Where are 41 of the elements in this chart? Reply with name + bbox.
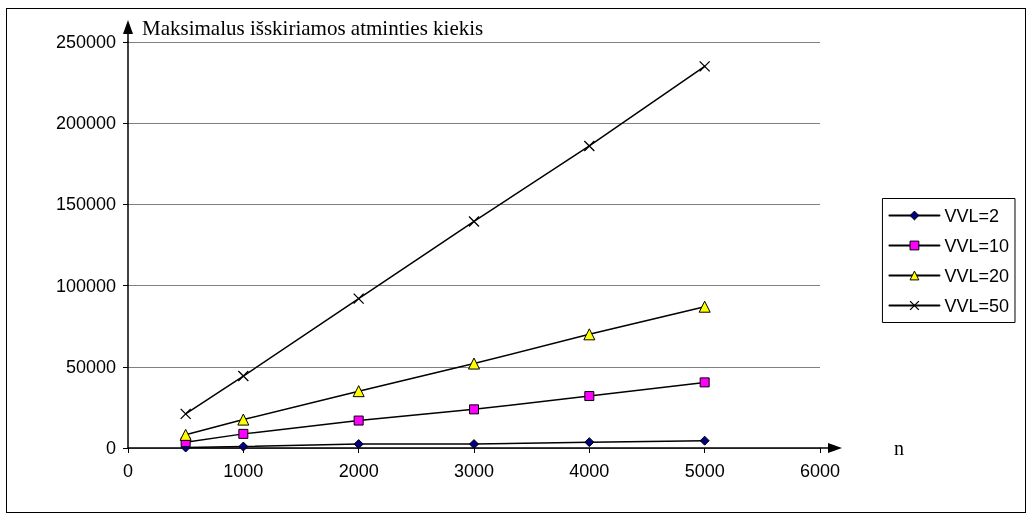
point <box>469 439 479 450</box>
point <box>699 435 710 446</box>
point <box>238 428 249 439</box>
legend-label: VVL=20 <box>944 265 1010 286</box>
legend-label: VVL=2 <box>944 205 999 226</box>
point <box>583 140 595 152</box>
point <box>699 60 711 73</box>
y-axis-title: Maksimalus išskiriamos atminties kiekis <box>142 15 484 40</box>
point <box>468 215 480 228</box>
x-tick-label: 6000 <box>799 461 841 481</box>
y-tick-label: 50000 <box>65 356 116 377</box>
x-tick-label: 5000 <box>684 461 725 481</box>
x-tick-label: 2000 <box>338 461 379 481</box>
point <box>179 428 192 441</box>
legend-label: VVL=50 <box>944 295 1010 316</box>
point <box>237 413 250 426</box>
x-tick-label: 3000 <box>453 461 495 481</box>
point <box>699 377 710 388</box>
x-tick-label: 0 <box>122 461 134 481</box>
y-tick-label: 200000 <box>55 113 116 134</box>
point <box>584 391 595 402</box>
point <box>237 370 249 382</box>
point <box>469 404 479 415</box>
legend-label: VVL=10 <box>944 235 1010 256</box>
point <box>352 385 365 398</box>
point <box>583 328 596 341</box>
point <box>468 357 480 370</box>
point <box>353 415 364 426</box>
y-tick-label: 150000 <box>55 194 116 215</box>
point <box>698 300 711 313</box>
point <box>353 439 364 450</box>
point <box>353 292 365 305</box>
y-tick-label: 0 <box>105 438 116 458</box>
point <box>238 441 249 452</box>
x-tick-label: 1000 <box>223 461 264 481</box>
x-tick-label: 4000 <box>569 461 610 481</box>
y-tick-label: 250000 <box>55 32 116 52</box>
y-tick-label: 100000 <box>55 275 116 296</box>
point <box>584 437 595 448</box>
point <box>180 408 192 420</box>
x-axis-title: n <box>894 437 904 459</box>
